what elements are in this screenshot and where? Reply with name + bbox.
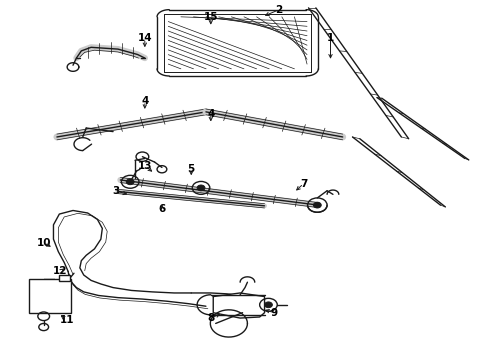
Text: 12: 12 xyxy=(53,266,68,276)
Text: 13: 13 xyxy=(138,161,152,171)
Circle shape xyxy=(126,179,134,185)
Text: 3: 3 xyxy=(112,186,119,196)
Text: 2: 2 xyxy=(275,5,283,15)
Text: 4: 4 xyxy=(141,96,148,106)
Text: 1: 1 xyxy=(327,33,334,43)
Text: 7: 7 xyxy=(300,179,307,189)
Bar xyxy=(59,275,70,281)
Text: 9: 9 xyxy=(271,308,278,318)
Text: 5: 5 xyxy=(188,164,195,174)
Text: 15: 15 xyxy=(203,12,218,22)
Text: 6: 6 xyxy=(158,204,166,215)
Text: 14: 14 xyxy=(138,33,152,43)
Bar xyxy=(29,279,71,313)
Circle shape xyxy=(314,202,321,208)
Polygon shape xyxy=(213,293,265,318)
Text: 4: 4 xyxy=(207,109,215,119)
Text: 10: 10 xyxy=(36,238,51,248)
Text: 8: 8 xyxy=(207,313,215,323)
Circle shape xyxy=(265,302,272,308)
Text: 11: 11 xyxy=(59,315,74,325)
Circle shape xyxy=(197,185,205,191)
